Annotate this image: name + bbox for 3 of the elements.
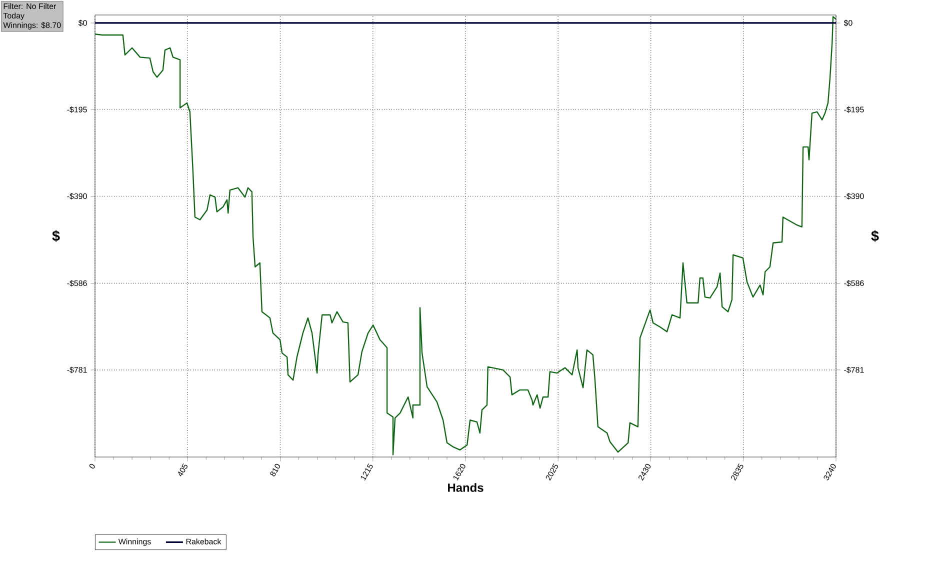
y-axis-title: $ bbox=[52, 230, 60, 242]
x-axis-title: Hands bbox=[448, 483, 484, 492]
y2-axis-title: $ bbox=[871, 230, 879, 242]
